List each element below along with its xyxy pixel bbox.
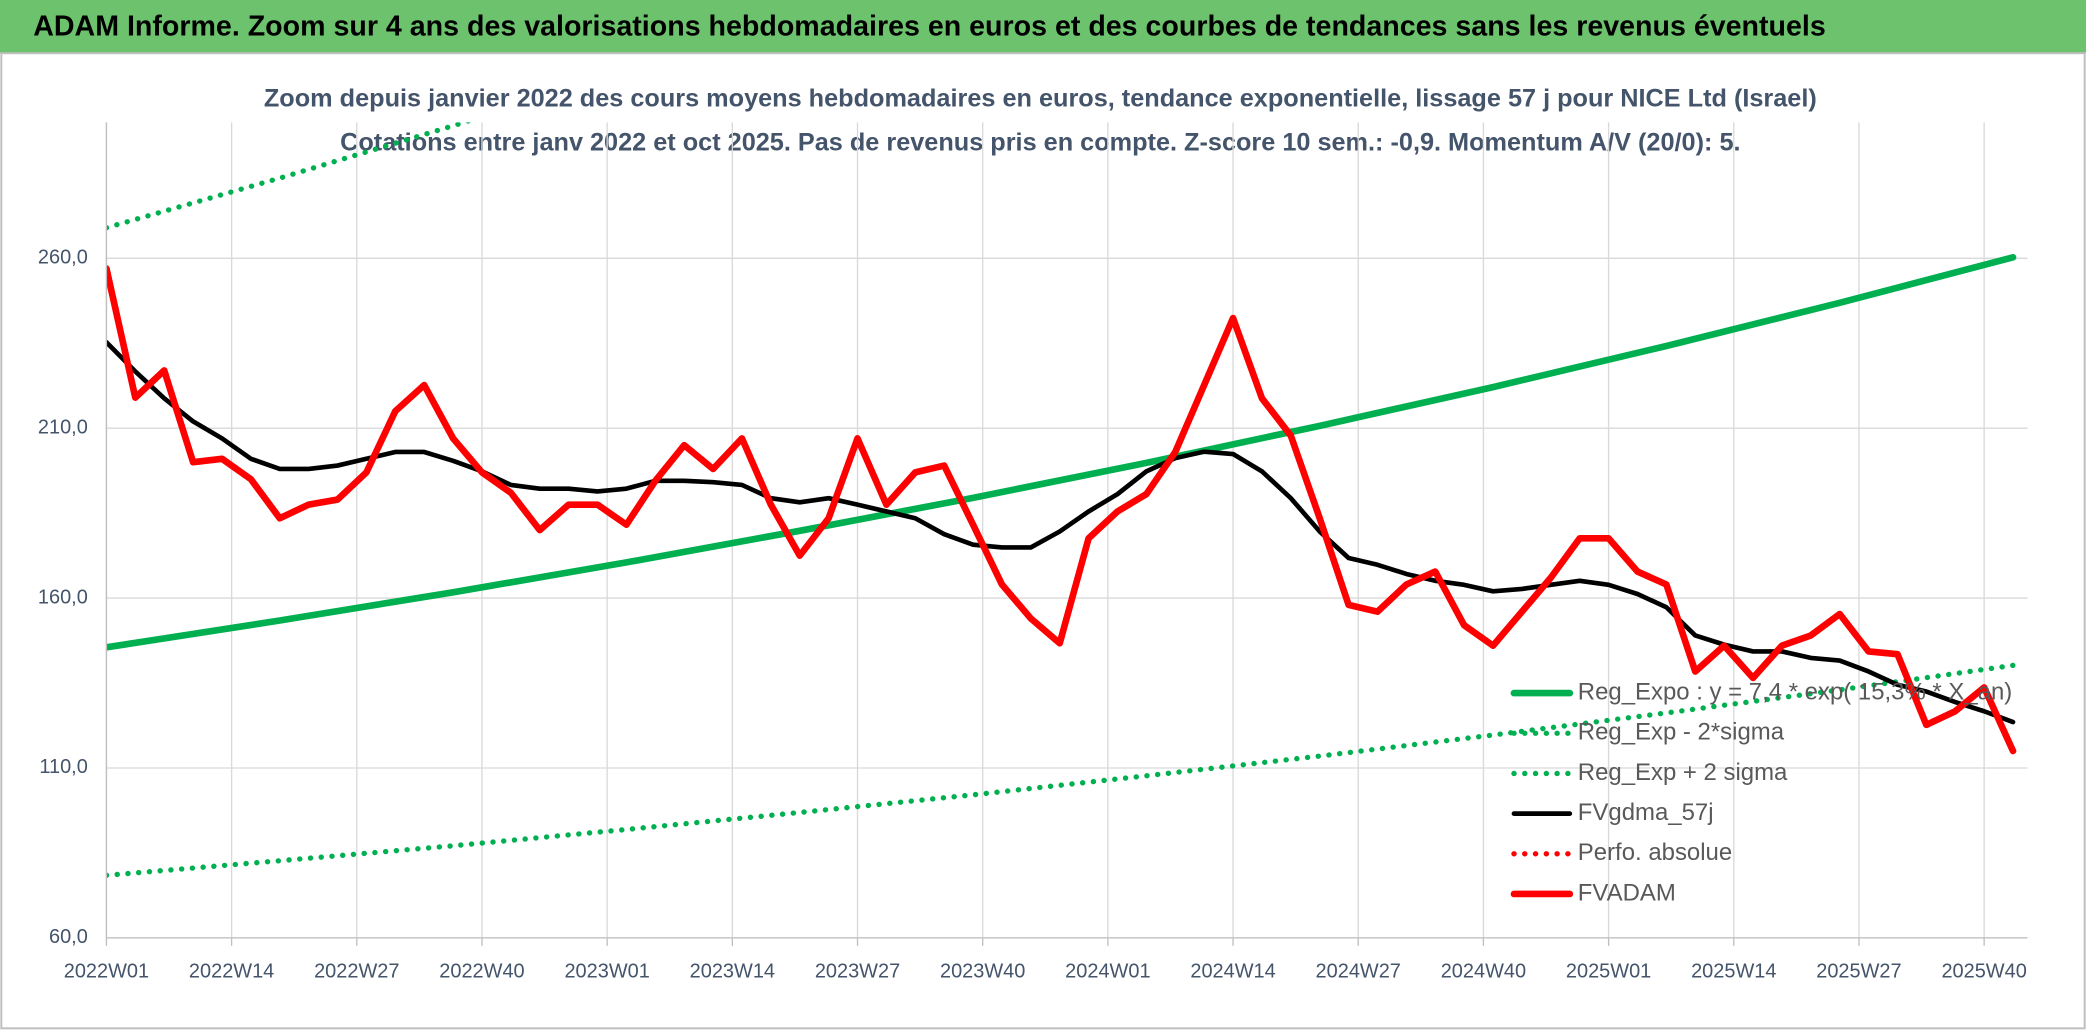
- x-tick-label: 2022W27: [314, 961, 399, 983]
- y-tick-label: 210,0: [38, 416, 88, 438]
- subtitle: Cotations entre janv 2022 et oct 2025. P…: [340, 128, 1740, 156]
- subtitle: Zoom depuis janvier 2022 des cours moyen…: [264, 84, 1817, 112]
- plot-area: [106, 122, 2017, 879]
- legend-label: FVADAM: [1578, 879, 1676, 906]
- legend: Reg_Expo : y = 7,4 * exp( 15,3% * X_an) R…: [1510, 678, 2012, 906]
- x-tick-label: 2023W40: [940, 961, 1025, 983]
- series-line: [106, 339, 2016, 725]
- x-tick-label: 2025W40: [1941, 961, 2026, 983]
- y-tick-label: 260,0: [38, 247, 88, 269]
- x-tick-label: 2023W14: [690, 961, 775, 983]
- legend-label: Reg_Exp - 2*sigma: [1578, 719, 1785, 746]
- x-tick-label: 2025W27: [1816, 961, 1901, 983]
- x-tick-label: 2023W27: [815, 961, 900, 983]
- x-tick-label: 2022W40: [439, 961, 524, 983]
- legend-label: Perfo. absolue: [1578, 839, 1732, 866]
- x-tick-label: 2024W27: [1316, 961, 1401, 983]
- y-tick-label: 110,0: [39, 756, 87, 778]
- header-bar: [0, 0, 2086, 54]
- series-line: [106, 253, 2017, 651]
- x-tick-label: 2022W14: [189, 961, 274, 983]
- axes: 60,0 110,0 160,0 210,0 260,0 2022W01 2022W14 20…: [38, 122, 2028, 983]
- legend-label: FVgdma_57j: [1578, 799, 1714, 826]
- chart-title: ADAM Informe. Zoom sur 4 ans des valoris…: [33, 10, 1826, 42]
- x-tick-label: 2025W01: [1566, 961, 1651, 983]
- x-tick-label: 2023W01: [564, 961, 649, 983]
- frame: [0, 52, 2086, 1030]
- legend-label: Reg_Exp + 2 sigma: [1578, 759, 1788, 786]
- y-tick-label: 160,0: [38, 586, 88, 608]
- x-tick-label: 2024W40: [1441, 961, 1526, 983]
- x-tick-label: 2022W01: [64, 961, 149, 983]
- x-tick-label: 2025W14: [1691, 961, 1776, 983]
- legend-label: Reg_Expo : y = 7,4 * exp( 15,3% * X_an): [1578, 678, 2012, 705]
- x-tick-label: 2024W14: [1190, 961, 1275, 983]
- series-line: [106, 265, 2017, 755]
- x-tick-label: 2024W01: [1065, 961, 1150, 983]
- series-line: [106, 662, 2016, 879]
- y-tick-label: 60,0: [49, 926, 88, 948]
